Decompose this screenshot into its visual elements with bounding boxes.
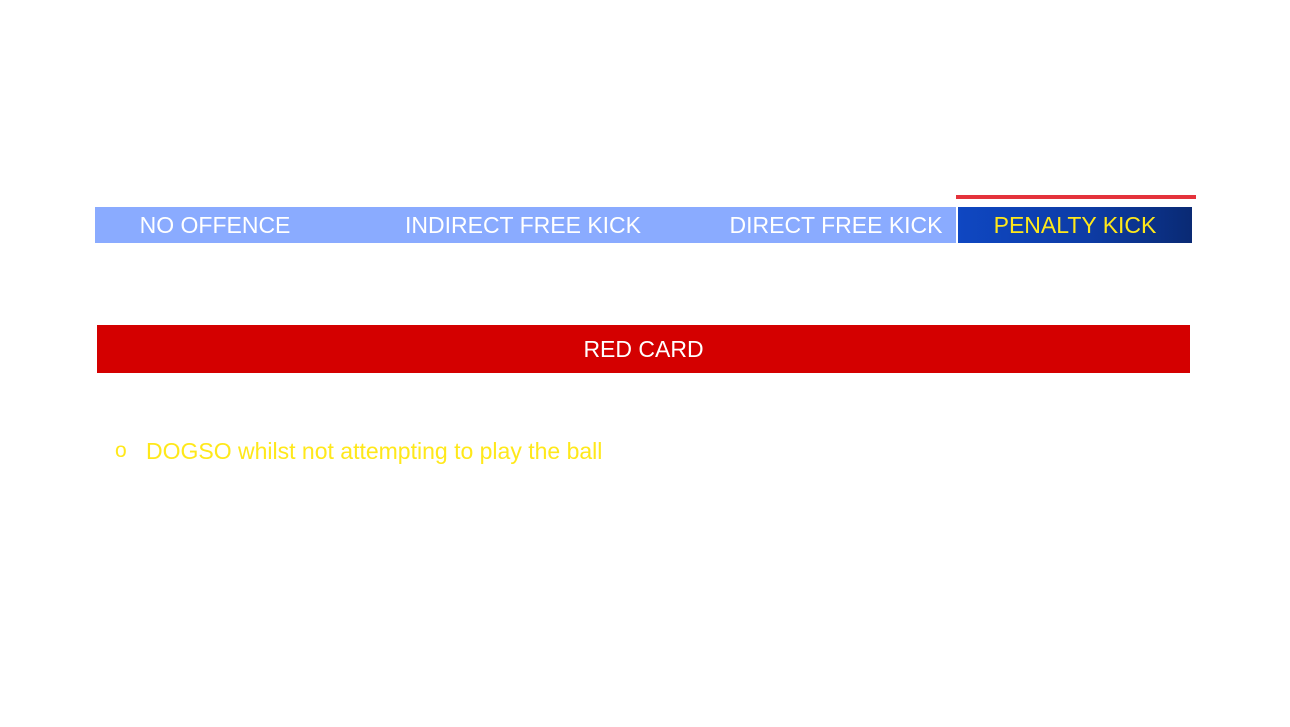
bullet-icon: o xyxy=(115,439,127,462)
red-card-banner: RED CARD xyxy=(97,325,1190,373)
scale-label-direct-free-kick: DIRECT FREE KICK xyxy=(729,212,943,238)
selected-level-marker xyxy=(956,195,1196,199)
sanction-scale-bar: NO OFFENCE INDIRECT FREE KICK DIRECT FRE… xyxy=(95,207,956,243)
scale-label-no-offence: NO OFFENCE xyxy=(139,212,291,238)
criteria-text: DOGSO whilst not attempting to play the … xyxy=(146,437,603,464)
scale-label-penalty-kick: PENALTY KICK xyxy=(958,207,1192,243)
scale-label-indirect-free-kick: INDIRECT FREE KICK xyxy=(405,212,641,238)
criteria-list-item: o DOGSO whilst not attempting to play th… xyxy=(115,434,602,468)
